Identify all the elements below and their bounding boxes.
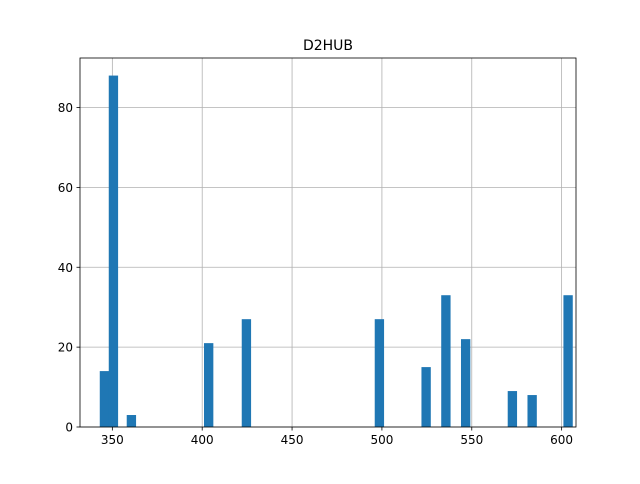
y-tick-label: 80 (58, 101, 73, 115)
histogram-bar-3 (126, 415, 137, 427)
x-tick-label: 600 (550, 433, 573, 447)
histogram-bar-10 (507, 391, 518, 427)
y-tick-label: 0 (65, 421, 73, 435)
y-tick-label: 60 (58, 181, 73, 195)
y-tick-label: 20 (58, 341, 73, 355)
y-tick-label: 40 (58, 261, 73, 275)
histogram-bar-2 (108, 75, 119, 428)
plot-area-frame (79, 57, 577, 428)
histogram-bar-4 (204, 343, 214, 427)
chart-title: D2HUB (303, 38, 353, 54)
histogram-bar-6 (374, 319, 385, 427)
histogram-bar-1 (99, 371, 110, 427)
x-tick-label: 550 (460, 433, 483, 447)
histogram-bar-5 (241, 319, 252, 427)
histogram-bar-7 (421, 367, 431, 427)
x-tick-label: 500 (370, 433, 393, 447)
x-axis-ticks: 350 400 450 500 550 600 (101, 427, 573, 447)
histogram-bar-11 (527, 395, 537, 427)
x-tick-label: 400 (191, 433, 214, 447)
x-tick-label: 450 (281, 433, 304, 447)
y-axis-ticks: 0 20 40 60 80 (58, 101, 80, 435)
histogram-bar-8 (441, 295, 451, 427)
bars (99, 75, 573, 428)
histogram-bar-9 (460, 339, 471, 427)
histogram-bar-12 (563, 295, 573, 427)
x-tick-label: 350 (101, 433, 124, 447)
